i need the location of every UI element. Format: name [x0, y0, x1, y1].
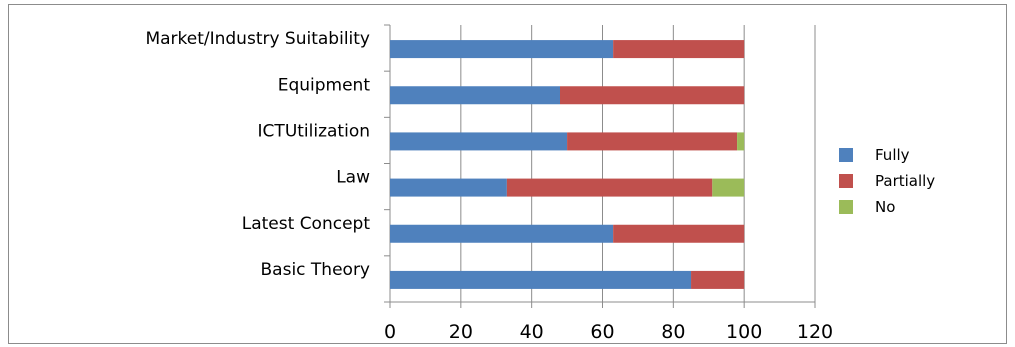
category-label: Latest Concept — [242, 214, 371, 234]
category-label: Equipment — [278, 75, 371, 95]
category-label: Basic Theory — [261, 260, 370, 280]
bar-partially — [613, 224, 745, 243]
x-tick-label: 60 — [590, 321, 614, 343]
x-tick-label: 40 — [520, 321, 544, 343]
x-tick-label: 100 — [726, 321, 762, 343]
category-label: Market/Industry Suitability — [145, 29, 370, 49]
category-labels: Market/Industry Suitability Equipment ICTU… — [145, 29, 370, 280]
x-tick-label: 120 — [797, 321, 833, 343]
bar-partially — [506, 178, 713, 197]
category-label: ICTUtilization — [258, 121, 370, 141]
bar-fully — [390, 132, 568, 151]
x-tick-label: 20 — [449, 321, 473, 343]
legend: Fully Partially No — [839, 146, 935, 216]
bar-fully — [390, 270, 692, 289]
category-label: Law — [336, 168, 370, 188]
legend-swatch-fully — [839, 148, 853, 162]
bar-no — [737, 132, 745, 151]
stacked-bar-chart: Market/Industry Suitability Equipment ICTU… — [145, 24, 935, 343]
bar-partially — [691, 270, 745, 289]
bar-fully — [390, 86, 560, 105]
x-tick-labels: 0 20 40 60 80 100 120 — [384, 321, 833, 343]
bar-fully — [390, 224, 614, 243]
bar-no — [712, 178, 745, 197]
bar-fully — [390, 40, 614, 59]
legend-swatch-partially — [839, 174, 853, 188]
chart-area: Market/Industry Suitability Equipment ICTU… — [8, 4, 1007, 344]
bars — [390, 40, 745, 289]
legend-label-partially: Partially — [875, 172, 935, 190]
legend-label-fully: Fully — [875, 146, 910, 164]
gridlines — [460, 25, 816, 302]
bar-partially — [560, 86, 745, 105]
axes — [384, 24, 816, 308]
bar-partially — [613, 40, 745, 59]
bar-fully — [390, 178, 507, 197]
bar-partially — [567, 132, 738, 151]
legend-swatch-no — [839, 200, 853, 214]
x-tick-label: 80 — [661, 321, 685, 343]
x-tick-label: 0 — [384, 321, 396, 343]
legend-label-no: No — [875, 198, 895, 216]
